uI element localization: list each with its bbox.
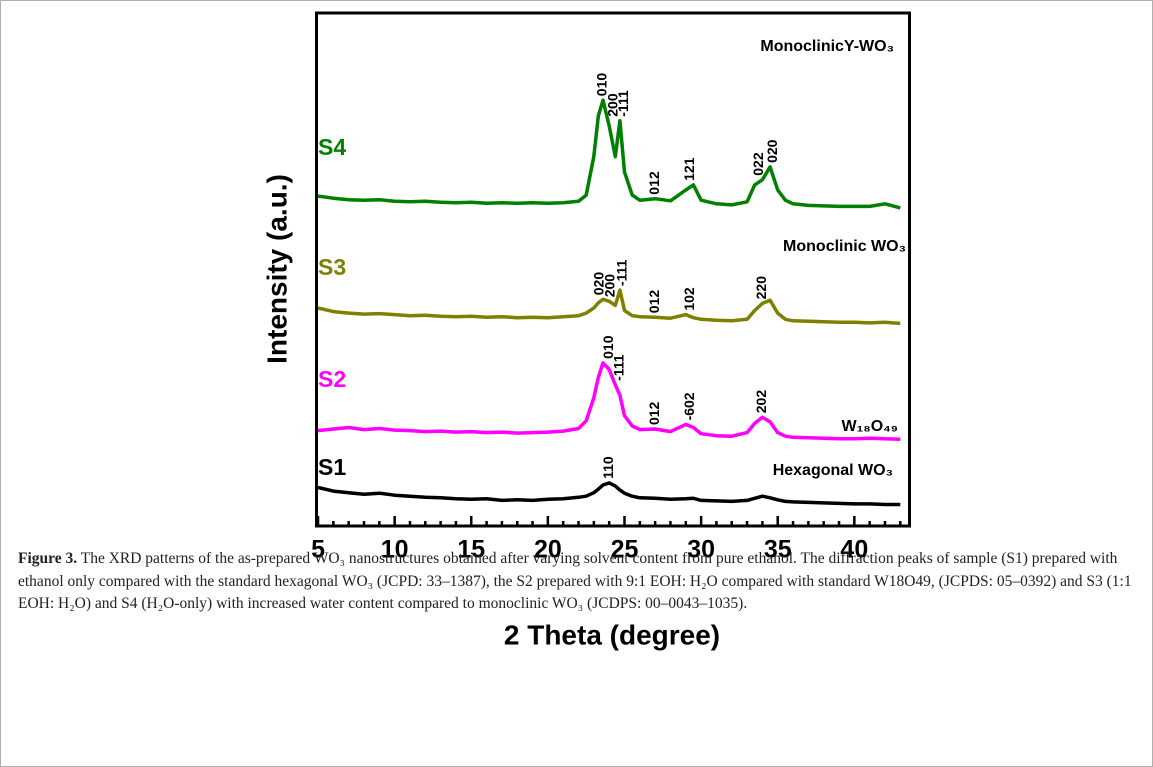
peak-label: 020	[764, 139, 780, 163]
peak-label: -111	[611, 354, 627, 381]
plot-frame	[315, 11, 911, 528]
caption: Figure 3. The XRD patterns of the as-pre…	[18, 548, 1136, 616]
phase-label: W₁₈O₄₉	[842, 418, 898, 435]
peak-label: 012	[646, 171, 662, 195]
y-axis-label: Intensity (a.u.)	[261, 174, 292, 364]
peak-label: 110	[600, 456, 616, 479]
peak-label: 012	[646, 401, 662, 425]
series-line	[317, 98, 901, 210]
x-tick-label: 35	[764, 536, 792, 564]
series-line	[317, 288, 901, 326]
x-tick-label: 25	[611, 536, 639, 564]
x-axis-label: 2 Theta (degree)	[504, 619, 720, 650]
series-name: S2	[318, 366, 346, 392]
peak-label: 220	[753, 276, 769, 300]
series-name: S4	[318, 134, 346, 160]
phase-label: MonoclinicY-WO₃	[760, 38, 894, 55]
peak-label: -111	[614, 259, 630, 286]
phase-label: Hexagonal WO₃	[773, 462, 893, 479]
x-tick-label: 10	[381, 536, 409, 564]
x-tick-label: 20	[534, 536, 562, 564]
peak-label: 202	[753, 390, 769, 414]
x-tick-label: 15	[457, 536, 485, 564]
series-name: S3	[318, 254, 346, 280]
peak-label: 200	[604, 93, 620, 117]
peak-label: 121	[681, 157, 697, 181]
x-tick-label: 30	[687, 536, 715, 564]
x-tick-label: 40	[840, 536, 868, 564]
peak-label: 012	[646, 290, 662, 314]
caption-text: The XRD patterns of the as-prepared WO₃ …	[18, 550, 1132, 612]
chart: 2 Theta (degree) Intensity (a.u.) 5 10 15 2…	[261, 11, 911, 650]
peak-label: -602	[681, 392, 697, 420]
peak-label: 022	[750, 152, 766, 176]
x-tick-label: 5	[311, 536, 325, 564]
caption-label: Figure 3.	[18, 550, 78, 567]
peak-label: 200	[601, 274, 617, 298]
series-line	[317, 361, 901, 442]
series-line	[317, 481, 901, 507]
peak-label: 102	[681, 287, 697, 311]
peak-label: 010	[594, 73, 610, 97]
peak-label: 010	[600, 335, 616, 359]
series-name: S1	[318, 454, 346, 480]
peak-label: -111	[615, 90, 631, 117]
phase-label: Monoclinic WO₃	[783, 238, 906, 255]
peak-label: 020	[591, 272, 607, 296]
